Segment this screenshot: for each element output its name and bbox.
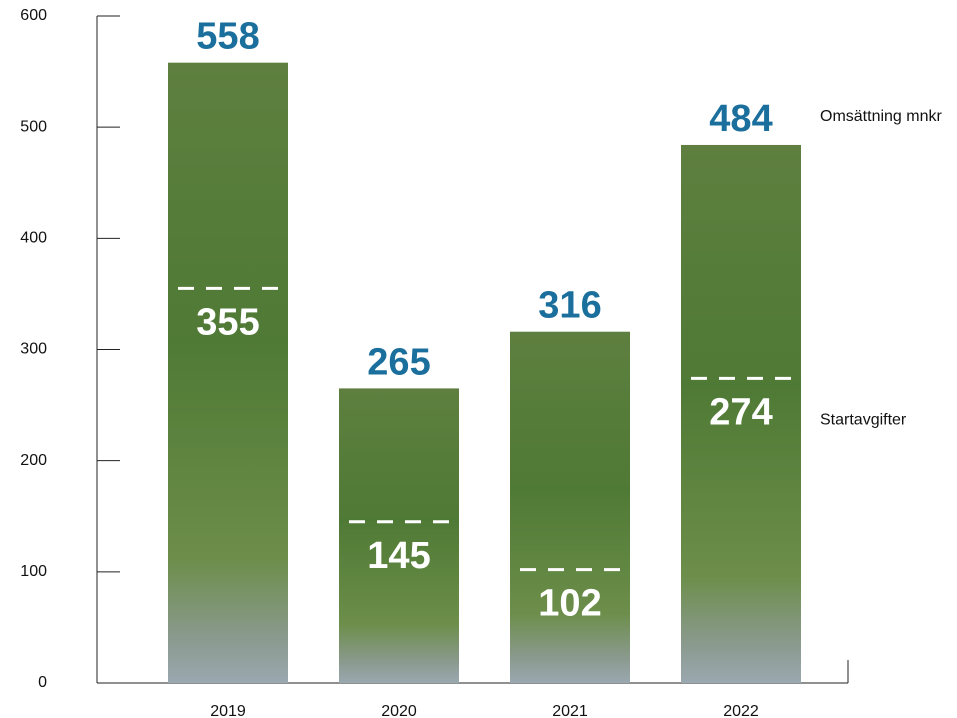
- value-label: 355: [196, 301, 259, 343]
- value-label: 274: [709, 391, 772, 433]
- legend-label: Omsättning mnkr: [820, 108, 942, 125]
- value-label: 145: [367, 535, 430, 577]
- value-label: 265: [367, 341, 430, 383]
- y-tick-label: 200: [20, 452, 47, 469]
- y-tick-label: 0: [38, 674, 47, 691]
- y-tick-label: 300: [20, 341, 47, 358]
- x-tick-label: 2020: [381, 703, 417, 718]
- y-tick-label: 600: [20, 7, 47, 24]
- value-label: 558: [196, 16, 259, 58]
- value-label: 102: [538, 583, 601, 625]
- y-tick-label: 500: [20, 118, 47, 135]
- x-tick-label: 2019: [210, 703, 246, 718]
- y-tick-label: 400: [20, 230, 47, 247]
- bar: [339, 388, 459, 683]
- bar: [510, 331, 630, 683]
- bar: [681, 144, 801, 683]
- y-tick-label: 100: [20, 563, 47, 580]
- x-tick-label: 2021: [552, 703, 588, 718]
- bar: [168, 62, 288, 683]
- value-label: 316: [538, 285, 601, 327]
- x-tick-label: 2022: [723, 703, 759, 718]
- value-label: 484: [709, 98, 772, 140]
- legend-label: Startavgifter: [820, 412, 907, 429]
